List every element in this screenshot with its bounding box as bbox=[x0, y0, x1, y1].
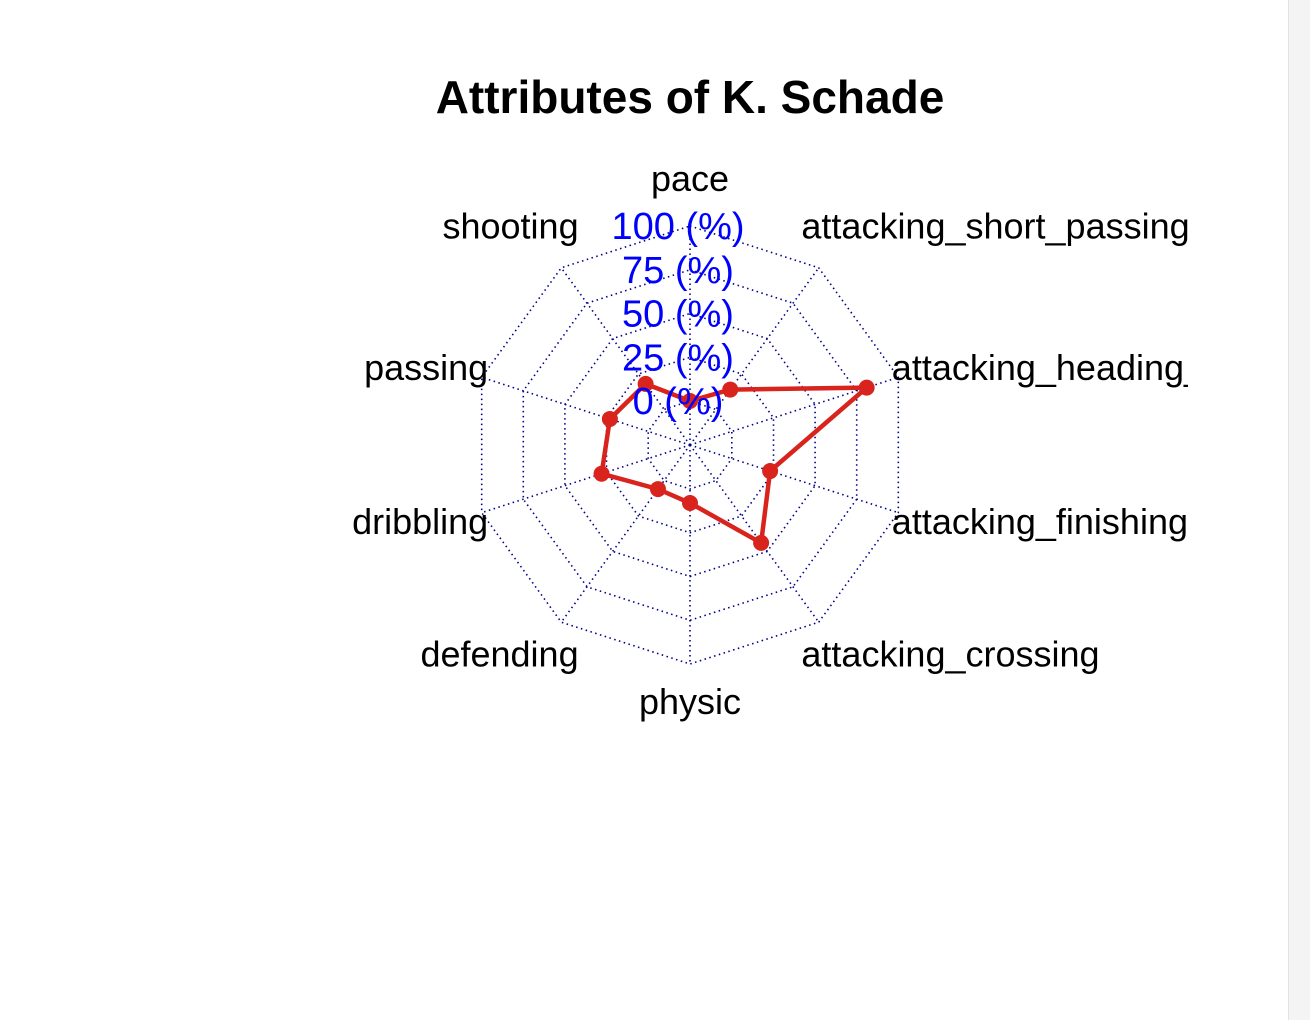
axis-label: physic bbox=[639, 681, 741, 722]
radar-grid bbox=[480, 225, 900, 665]
grid-ring bbox=[605, 356, 775, 534]
data-point bbox=[601, 410, 618, 427]
tick-label: 50 (%) bbox=[622, 294, 734, 336]
tick-label: 25 (%) bbox=[622, 337, 734, 379]
data-point bbox=[682, 393, 698, 409]
axis-label: pace bbox=[651, 158, 729, 199]
vertical-scrollbar[interactable] bbox=[1288, 0, 1310, 1020]
axis-label: shooting bbox=[442, 206, 578, 247]
axis-label: defending bbox=[420, 633, 578, 674]
grid-spoke bbox=[689, 376, 899, 446]
grid-ring bbox=[522, 268, 858, 622]
grid-spoke bbox=[560, 267, 691, 446]
chart-title: Attributes of K. Schade bbox=[436, 71, 945, 123]
grid-spoke bbox=[481, 376, 691, 446]
grid-spoke bbox=[689, 267, 820, 446]
grid-spoke bbox=[689, 444, 899, 514]
axis-label: attacking_short_passing bbox=[801, 206, 1189, 247]
data-point bbox=[722, 381, 739, 398]
data-point bbox=[682, 495, 698, 511]
data-point bbox=[593, 465, 610, 482]
grid-spoke bbox=[689, 444, 820, 623]
grid-ring bbox=[647, 400, 733, 490]
axis-label: attacking_heading_accuracy bbox=[892, 347, 1288, 388]
grid-spoke bbox=[560, 444, 691, 623]
tick-label: 100 (%) bbox=[611, 206, 744, 248]
data-point bbox=[858, 379, 875, 396]
grid-spoke bbox=[481, 444, 691, 514]
axis-label: dribbling bbox=[352, 501, 488, 542]
grid-ring bbox=[480, 225, 900, 665]
data-point bbox=[637, 375, 654, 392]
data-series bbox=[593, 375, 875, 551]
radial-tick-labels: 0 (%)25 (%)50 (%)75 (%)100 (%) bbox=[611, 206, 744, 423]
tick-label: 75 (%) bbox=[622, 250, 734, 292]
axis-labels: pace attacking_short_passing attacking_hea… bbox=[352, 158, 1288, 722]
axis-label: passing bbox=[364, 347, 488, 388]
data-point bbox=[762, 463, 779, 480]
data-point bbox=[753, 534, 770, 551]
axis-label: attacking_finishing bbox=[892, 501, 1188, 542]
data-point bbox=[649, 481, 666, 498]
axis-label: attacking_crossing bbox=[801, 633, 1099, 674]
tick-label: 0 (%) bbox=[633, 381, 724, 423]
